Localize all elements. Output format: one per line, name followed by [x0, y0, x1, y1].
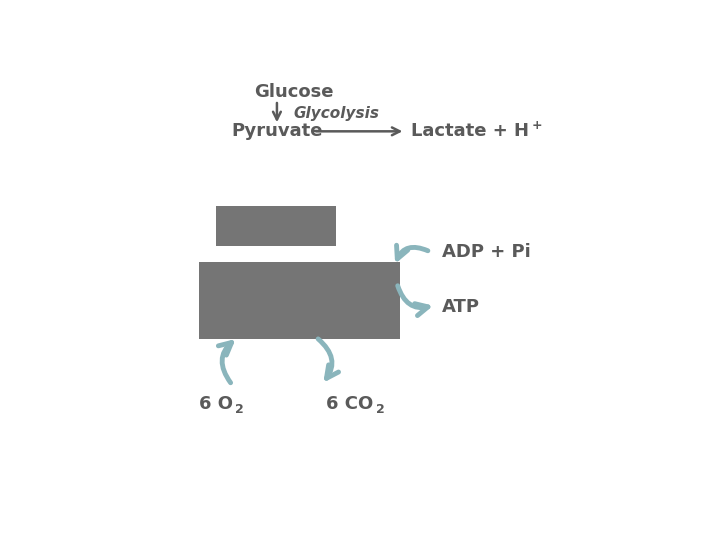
Bar — [215, 206, 336, 246]
Text: +: + — [532, 119, 543, 132]
Text: 6 CO: 6 CO — [326, 395, 373, 413]
Text: Lactate + H: Lactate + H — [411, 123, 529, 140]
Text: Glucose: Glucose — [254, 83, 333, 101]
Text: 2: 2 — [377, 403, 385, 416]
Text: 2: 2 — [235, 403, 243, 416]
Bar — [199, 262, 400, 339]
Text: 6 O: 6 O — [199, 395, 233, 413]
Text: Pyruvate: Pyruvate — [231, 123, 323, 140]
Text: Glycolysis: Glycolysis — [294, 105, 379, 120]
Text: ADP + Pi: ADP + Pi — [441, 243, 531, 261]
Text: ATP: ATP — [441, 298, 480, 316]
